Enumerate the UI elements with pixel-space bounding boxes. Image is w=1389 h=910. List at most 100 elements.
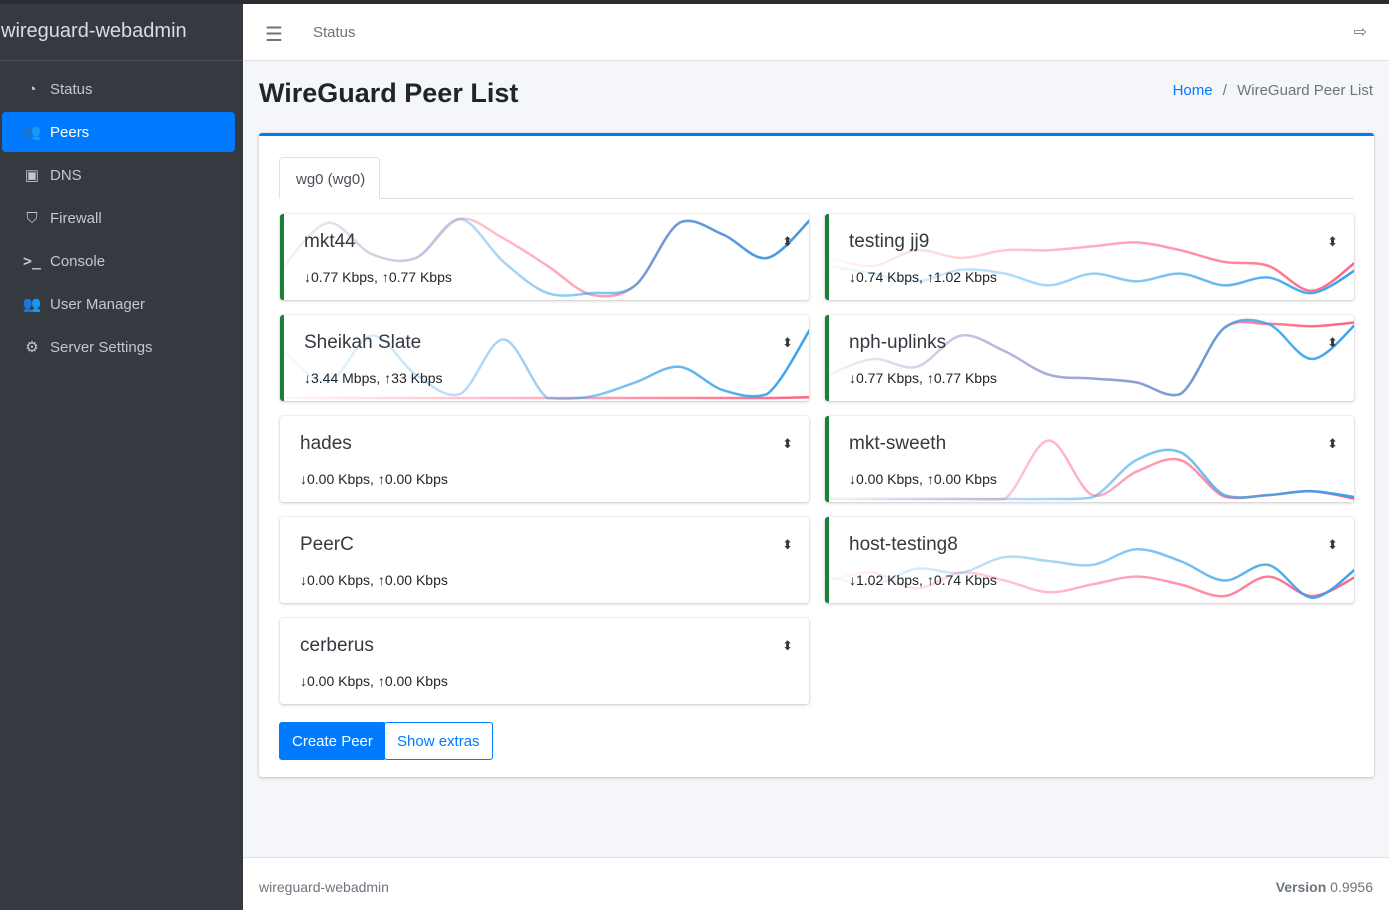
peer-card[interactable]: host-testing8 ⬍ ↓1.02 Kbps, ↑0.74 Kbps (825, 517, 1354, 603)
version-value: 0.9956 (1330, 879, 1373, 895)
navbar-status-link[interactable]: Status (313, 24, 356, 41)
sidebar-item-label: Firewall (50, 209, 102, 227)
download-arrow-icon: ↓ (849, 269, 856, 285)
users-icon: 👥 (22, 296, 42, 313)
peer-name[interactable]: testing jj9 (849, 231, 930, 252)
breadcrumb-home-link[interactable]: Home (1172, 82, 1213, 99)
peer-card[interactable]: mkt44 ⬍ ↓0.77 Kbps, ↑0.77 Kbps (280, 214, 809, 300)
upload-rate: 0.00 Kbps (384, 572, 448, 588)
rx-sparkline-line (829, 448, 1354, 501)
sidebar-item-dns[interactable]: ▣ DNS (2, 155, 235, 195)
download-arrow-icon: ↓ (849, 370, 856, 386)
peer-rates: ↓0.00 Kbps, ↑0.00 Kbps (300, 471, 448, 487)
rx-sparkline-line (284, 217, 809, 297)
peer-name[interactable]: mkt-sweeth (849, 433, 947, 454)
sidebar-item-status[interactable]: ◔ Status (2, 69, 235, 109)
sort-icon[interactable]: ⬍ (782, 335, 793, 350)
rx-sparkline-line (829, 264, 1354, 295)
upload-arrow-icon: ↑ (926, 269, 934, 285)
download-arrow-icon: ↓ (304, 269, 311, 285)
peer-card[interactable]: testing jj9 ⬍ ↓0.74 Kbps, ↑1.02 Kbps (825, 214, 1354, 300)
upload-rate: 0.74 Kbps (933, 572, 997, 588)
peer-name[interactable]: hades (300, 433, 352, 454)
upload-arrow-icon: ↑ (926, 572, 934, 588)
logout-icon[interactable]: ⇨ (1353, 24, 1367, 41)
download-arrow-icon: ↓ (849, 572, 856, 588)
peer-traffic-sparkline (284, 328, 809, 400)
sort-icon[interactable]: ⬍ (1327, 335, 1338, 350)
shield-icon: ⛉ (26, 209, 38, 227)
brand-link[interactable]: wireguard-webadmin (0, 4, 243, 61)
peer-rates: ↓0.77 Kbps, ↑0.77 Kbps (304, 269, 452, 285)
peer-traffic-sparkline (280, 598, 807, 602)
upload-rate: 0.00 Kbps (384, 471, 448, 487)
window-top-bar (0, 0, 1389, 4)
tab-wg0[interactable]: wg0 (wg0) (279, 157, 380, 199)
download-rate: 0.00 Kbps, (307, 471, 374, 487)
sidebar-item-firewall[interactable]: ⛉ Firewall (2, 198, 235, 238)
peer-card[interactable]: cerberus ⬍ ↓0.00 Kbps, ↑0.00 Kbps (280, 618, 809, 704)
menu-toggle-icon[interactable]: ☰ (265, 24, 283, 46)
sort-icon[interactable]: ⬍ (782, 436, 793, 451)
peer-name[interactable]: host-testing8 (849, 534, 958, 555)
download-rate: 3.44 Mbps, (311, 370, 381, 386)
peer-name[interactable]: mkt44 (304, 231, 356, 252)
upload-rate: 1.02 Kbps (933, 269, 997, 285)
upload-arrow-icon: ↑ (381, 269, 389, 285)
upload-arrow-icon: ↑ (377, 673, 385, 689)
peer-name[interactable]: Sheikah Slate (304, 332, 422, 353)
peer-card[interactable]: hades ⬍ ↓0.00 Kbps, ↑0.00 Kbps (280, 416, 809, 502)
sidebar-item-peers[interactable]: 👥 Peers (2, 112, 235, 152)
sidebar-item-server-settings[interactable]: ⚙ Server Settings (2, 327, 235, 367)
download-arrow-icon: ↓ (300, 673, 307, 689)
upload-rate: 33 Kbps (391, 370, 443, 386)
download-rate: 1.02 Kbps, (856, 572, 923, 588)
peer-rates: ↓0.00 Kbps, ↑0.00 Kbps (849, 471, 997, 487)
sort-icon[interactable]: ⬍ (782, 537, 793, 552)
peer-traffic-sparkline (280, 699, 807, 703)
peer-name[interactable]: cerberus (300, 635, 374, 656)
download-arrow-icon: ↓ (300, 471, 307, 487)
peer-card[interactable]: PeerC ⬍ ↓0.00 Kbps, ↑0.00 Kbps (280, 517, 809, 603)
upload-arrow-icon: ↑ (384, 370, 392, 386)
download-arrow-icon: ↓ (849, 471, 856, 487)
tachometer-icon: ◔ (27, 80, 37, 98)
peer-name[interactable]: PeerC (300, 534, 354, 555)
download-rate: 0.77 Kbps, (311, 269, 378, 285)
top-navbar: ☰ Status ⇨ (243, 4, 1389, 61)
create-peer-button[interactable]: Create Peer (279, 722, 386, 760)
peer-traffic-sparkline (284, 217, 809, 298)
peer-card[interactable]: mkt-sweeth ⬍ ↓0.00 Kbps, ↑0.00 Kbps (825, 416, 1354, 502)
tab-divider (279, 198, 1354, 199)
sidebar-item-console[interactable]: >_ Console (2, 241, 235, 281)
peer-card[interactable]: nph-uplinks ⬍ ↓0.77 Kbps, ↑0.77 Kbps (825, 315, 1354, 401)
peer-traffic-sparkline (829, 241, 1354, 295)
breadcrumb: Home / WireGuard Peer List (1173, 82, 1373, 99)
peer-rates: ↓1.02 Kbps, ↑0.74 Kbps (849, 572, 997, 588)
sidebar-item-user-manager[interactable]: 👥 User Manager (2, 284, 235, 324)
sidebar-nav: ◔ Status 👥 Peers ▣ DNS ⛉ Firewall >_ Console … (0, 61, 243, 367)
download-rate: 0.00 Kbps, (856, 471, 923, 487)
peer-card[interactable]: Sheikah Slate ⬍ ↓3.44 Mbps, ↑33 Kbps (280, 315, 809, 401)
sort-icon[interactable]: ⬍ (782, 234, 793, 249)
peer-traffic-sparkline (829, 439, 1354, 501)
download-arrow-icon: ↓ (304, 370, 311, 386)
tx-sparkline-line (829, 241, 1354, 293)
show-extras-button[interactable]: Show extras (384, 722, 493, 760)
sidebar-item-label: DNS (50, 166, 82, 184)
rx-sparkline-line (829, 318, 1354, 397)
download-rate: 0.74 Kbps, (856, 269, 923, 285)
sort-icon[interactable]: ⬍ (1327, 537, 1338, 552)
sidebar-item-label: Peers (50, 123, 90, 141)
sort-icon[interactable]: ⬍ (1327, 436, 1338, 451)
sort-icon[interactable]: ⬍ (782, 638, 793, 653)
peer-name[interactable]: nph-uplinks (849, 332, 947, 353)
rx-sparkline-line (284, 328, 809, 400)
upload-rate: 0.77 Kbps (388, 269, 452, 285)
upload-rate: 0.00 Kbps (384, 673, 448, 689)
peer-traffic-sparkline (829, 318, 1354, 397)
peer-rates: ↓0.00 Kbps, ↑0.00 Kbps (300, 572, 448, 588)
footer-version: Version 0.9956 (1276, 879, 1373, 895)
sidebar-item-label: Status (50, 80, 93, 98)
sort-icon[interactable]: ⬍ (1327, 234, 1338, 249)
